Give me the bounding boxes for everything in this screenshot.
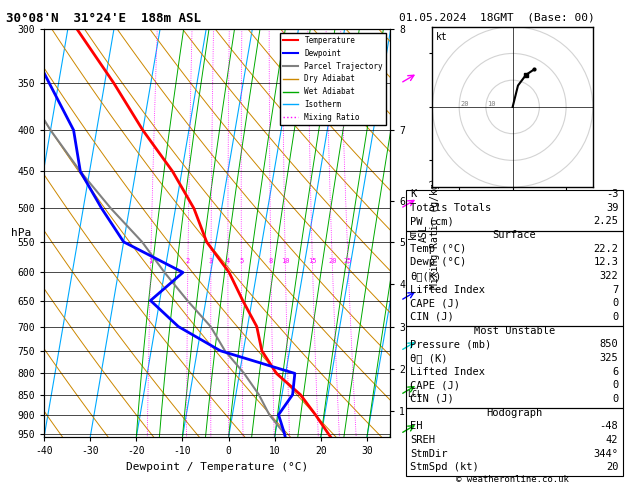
- Text: 22.2: 22.2: [593, 243, 618, 254]
- Text: 0: 0: [612, 380, 618, 390]
- Text: 7: 7: [612, 285, 618, 295]
- Text: 10: 10: [487, 101, 496, 106]
- Text: 2: 2: [186, 259, 190, 264]
- Text: kt: kt: [436, 32, 447, 41]
- Text: CAPE (J): CAPE (J): [410, 380, 460, 390]
- Text: -3: -3: [606, 189, 618, 199]
- Text: θᴇ (K): θᴇ (K): [410, 353, 448, 363]
- Text: 01.05.2024  18GMT  (Base: 00): 01.05.2024 18GMT (Base: 00): [399, 12, 595, 22]
- Text: 6: 6: [612, 366, 618, 377]
- Text: 20: 20: [328, 259, 337, 264]
- Text: 3: 3: [209, 259, 213, 264]
- Text: 5: 5: [239, 259, 243, 264]
- Text: 12.3: 12.3: [593, 258, 618, 267]
- Text: CIN (J): CIN (J): [410, 394, 454, 404]
- Y-axis label: km
ASL: km ASL: [408, 225, 429, 242]
- Text: 344°: 344°: [593, 449, 618, 458]
- Text: 325: 325: [599, 353, 618, 363]
- Text: 0: 0: [612, 312, 618, 322]
- Text: EH: EH: [410, 421, 423, 431]
- Text: 42: 42: [606, 435, 618, 445]
- Bar: [406, 408, 623, 476]
- Text: Lifted Index: Lifted Index: [410, 285, 485, 295]
- Text: 20: 20: [460, 101, 469, 106]
- Text: StmSpd (kt): StmSpd (kt): [410, 462, 479, 472]
- Text: -48: -48: [599, 421, 618, 431]
- Text: 850: 850: [599, 339, 618, 349]
- Text: CIN (J): CIN (J): [410, 312, 454, 322]
- Text: Hodograph: Hodograph: [486, 408, 542, 417]
- Text: Mixing Ratio (g/kg): Mixing Ratio (g/kg): [430, 177, 440, 289]
- Text: Lifted Index: Lifted Index: [410, 366, 485, 377]
- Text: 0: 0: [612, 394, 618, 404]
- Text: Surface: Surface: [493, 230, 536, 240]
- Text: 39: 39: [606, 203, 618, 213]
- Text: 1: 1: [148, 259, 153, 264]
- Text: Totals Totals: Totals Totals: [410, 203, 491, 213]
- Text: Dewp (°C): Dewp (°C): [410, 258, 466, 267]
- Text: Most Unstable: Most Unstable: [474, 326, 555, 336]
- Text: Pressure (mb): Pressure (mb): [410, 339, 491, 349]
- Text: StmDir: StmDir: [410, 449, 448, 458]
- Text: 322: 322: [599, 271, 618, 281]
- Text: CAPE (J): CAPE (J): [410, 298, 460, 308]
- Legend: Temperature, Dewpoint, Parcel Trajectory, Dry Adiabat, Wet Adiabat, Isotherm, Mi: Temperature, Dewpoint, Parcel Trajectory…: [280, 33, 386, 125]
- Text: PW (cm): PW (cm): [410, 216, 454, 226]
- Bar: [406, 230, 623, 326]
- Text: K: K: [410, 189, 416, 199]
- Text: 2.25: 2.25: [593, 216, 618, 226]
- Text: SREH: SREH: [410, 435, 435, 445]
- Text: © weatheronline.co.uk: © weatheronline.co.uk: [456, 474, 569, 484]
- Text: 25: 25: [344, 259, 352, 264]
- Text: Temp (°C): Temp (°C): [410, 243, 466, 254]
- X-axis label: Dewpoint / Temperature (°C): Dewpoint / Temperature (°C): [126, 462, 308, 472]
- Bar: [406, 326, 623, 408]
- Text: 15: 15: [308, 259, 317, 264]
- Text: 8: 8: [269, 259, 273, 264]
- Text: θᴇ(K): θᴇ(K): [410, 271, 442, 281]
- Text: 30°08'N  31°24'E  188m ASL: 30°08'N 31°24'E 188m ASL: [6, 12, 201, 25]
- Bar: [406, 190, 623, 230]
- Text: 20: 20: [606, 462, 618, 472]
- Text: LCL: LCL: [408, 390, 422, 399]
- Text: 4: 4: [226, 259, 230, 264]
- Text: 10: 10: [281, 259, 289, 264]
- Text: 0: 0: [612, 298, 618, 308]
- Text: hPa: hPa: [11, 228, 31, 238]
